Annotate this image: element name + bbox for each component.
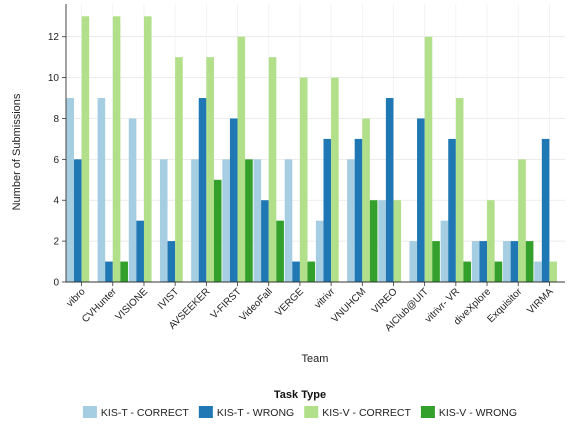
bar bbox=[159, 159, 168, 282]
bar bbox=[463, 261, 472, 282]
x-tick-label: vibro bbox=[65, 286, 88, 309]
bar bbox=[175, 57, 183, 282]
bar bbox=[276, 220, 284, 282]
bar bbox=[206, 57, 214, 282]
legend-item-label: KIS-V - WRONG bbox=[439, 407, 517, 419]
bar bbox=[307, 261, 316, 282]
bar bbox=[534, 261, 542, 282]
bar bbox=[541, 138, 550, 282]
bar bbox=[354, 138, 363, 282]
bar bbox=[487, 200, 495, 282]
x-tick-label: IVIST bbox=[156, 286, 181, 311]
x-tick-label: CVHunter bbox=[80, 286, 119, 325]
bar bbox=[66, 98, 74, 282]
y-tick-label: 12 bbox=[48, 32, 60, 43]
bar bbox=[331, 77, 339, 283]
y-tick-label: 4 bbox=[53, 196, 59, 207]
bar bbox=[167, 241, 176, 282]
legend-title: Task Type bbox=[274, 389, 326, 401]
bar bbox=[525, 241, 534, 282]
legend: KIS-T - CORRECT KIS-T - WRONG KIS-V - CORR… bbox=[82, 406, 517, 419]
bar bbox=[378, 200, 386, 282]
bar bbox=[385, 98, 394, 282]
x-axis-title: Team bbox=[302, 353, 329, 365]
bar bbox=[128, 118, 137, 283]
bar bbox=[112, 16, 121, 282]
bar bbox=[237, 36, 246, 282]
bar bbox=[393, 200, 402, 282]
bars bbox=[66, 16, 558, 283]
bar bbox=[323, 138, 332, 282]
bar bbox=[292, 261, 300, 282]
bar bbox=[362, 118, 370, 283]
bar bbox=[245, 159, 253, 282]
legend-item-label: KIS-T - WRONG bbox=[217, 407, 294, 419]
bar bbox=[549, 261, 558, 282]
bar bbox=[97, 98, 106, 282]
bar bbox=[479, 241, 488, 282]
bar bbox=[518, 159, 526, 282]
y-axis-title: Number of Submissions bbox=[11, 93, 23, 210]
bar bbox=[81, 16, 90, 282]
legend-swatch bbox=[420, 406, 435, 418]
x-tick-label: VISIONE bbox=[114, 286, 151, 323]
bar bbox=[105, 261, 113, 282]
x-tick-label: vitrivr bbox=[313, 286, 338, 311]
bar bbox=[213, 179, 222, 282]
legend-swatch bbox=[304, 406, 319, 418]
y-tick-label: 6 bbox=[53, 155, 59, 166]
bar bbox=[261, 200, 269, 282]
x-tick-label: VIREO bbox=[370, 286, 400, 316]
x-tick-label: VideoFall bbox=[238, 286, 275, 323]
bar bbox=[417, 118, 425, 283]
bar bbox=[409, 241, 418, 282]
bar bbox=[424, 36, 433, 282]
bar bbox=[347, 159, 355, 282]
bar bbox=[284, 159, 293, 282]
bar bbox=[222, 159, 230, 282]
legend-swatch bbox=[82, 406, 97, 418]
bar bbox=[299, 77, 308, 283]
bar bbox=[229, 118, 238, 283]
y-tick-label: 0 bbox=[53, 278, 59, 289]
bar bbox=[315, 220, 324, 282]
bar bbox=[73, 159, 82, 282]
bar bbox=[369, 200, 378, 282]
bar bbox=[448, 138, 456, 282]
bar bbox=[198, 98, 207, 282]
y-tick-label: 2 bbox=[53, 237, 59, 248]
bar bbox=[191, 159, 199, 282]
bar bbox=[253, 159, 262, 282]
x-tick-label: VIRMA bbox=[525, 286, 555, 316]
legend-item-label: KIS-T - CORRECT bbox=[101, 407, 189, 419]
x-tick-label: Exquisitor bbox=[486, 286, 525, 325]
bar bbox=[471, 241, 480, 282]
bar bbox=[268, 57, 277, 282]
bar bbox=[494, 261, 503, 282]
y-tick-label: 8 bbox=[53, 114, 59, 125]
bar bbox=[136, 220, 144, 282]
bar bbox=[120, 261, 128, 282]
legend-item-label: KIS-V - CORRECT bbox=[322, 407, 411, 419]
x-tick-label: VERGE bbox=[273, 286, 306, 319]
bar bbox=[455, 98, 464, 282]
bar bbox=[143, 16, 152, 282]
bar bbox=[432, 241, 440, 282]
bar bbox=[510, 241, 519, 282]
bar bbox=[440, 220, 449, 282]
x-tick-label: VNUHCM bbox=[330, 286, 369, 325]
bar bbox=[503, 241, 511, 282]
legend-swatch bbox=[198, 406, 213, 418]
y-tick-label: 10 bbox=[48, 73, 60, 84]
